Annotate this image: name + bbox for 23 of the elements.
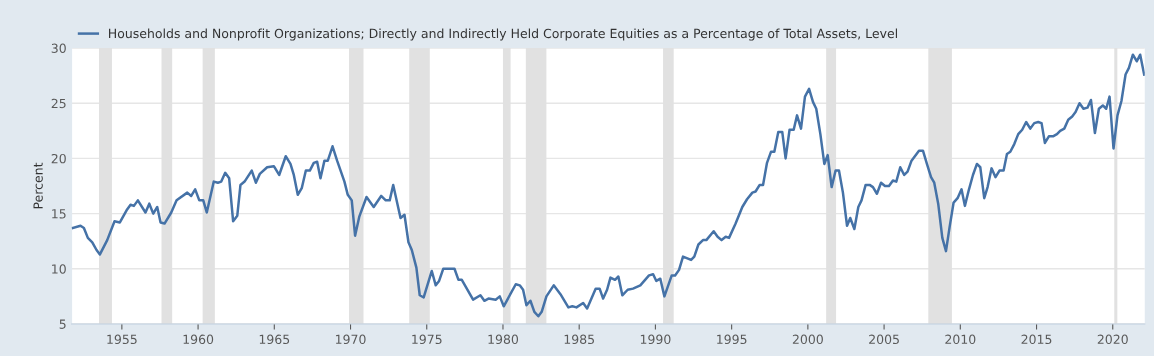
x-tick-label: 1980	[488, 334, 519, 345]
x-tick-label: 1990	[640, 334, 671, 345]
y-tick-label: 30	[51, 43, 66, 53]
x-tick-label: 2010	[945, 334, 976, 345]
x-tick-label: 1985	[564, 334, 595, 345]
x-tick-label: 1955	[107, 334, 137, 345]
x-tick-label: 2000	[792, 334, 823, 345]
y-tick-label: 15	[52, 209, 66, 219]
x-tick-label: 1975	[412, 334, 442, 345]
y-tick-label: 25	[51, 98, 66, 109]
legend-label: Households and Nonprofit Organizations; Directly and Indirectly Held Corporate Equities as a Percentage of Total Assets, Level	[109, 28, 897, 41]
x-tick-label: 1970	[335, 334, 366, 345]
y-tick-label: 10	[52, 264, 66, 274]
line-series	[71, 53, 1145, 318]
x-tick-label: 2005	[869, 334, 899, 345]
x-tick-label: 2015	[1021, 334, 1052, 345]
y-axis-title: Percent	[33, 162, 43, 209]
y-tick-label: 5	[59, 319, 66, 329]
x-tick-label: 1960	[183, 334, 214, 345]
x-tick-label: 1995	[717, 334, 747, 345]
x-tick-label: 1965	[259, 334, 290, 345]
x-tick-label: 2020	[1097, 334, 1128, 345]
y-tick-label: 20	[51, 153, 66, 164]
